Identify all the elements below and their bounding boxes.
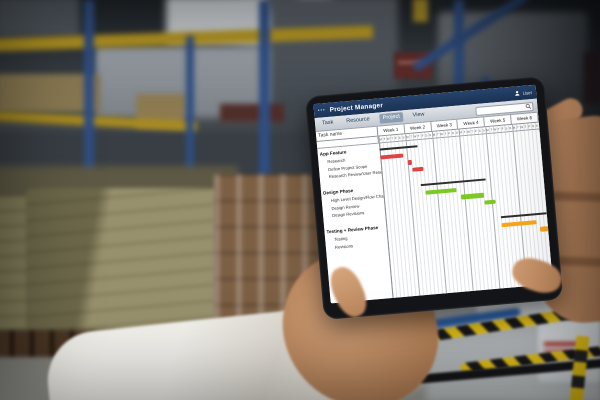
ribbon-toolbar: Task Resource Project View bbox=[314, 98, 538, 133]
day-letter-cell: S bbox=[535, 123, 539, 128]
task-bar[interactable] bbox=[411, 166, 424, 173]
cardboard-on-rack bbox=[0, 74, 100, 112]
user-label[interactable]: User bbox=[522, 89, 533, 96]
task-bar[interactable] bbox=[484, 199, 496, 205]
rack-post-blue bbox=[186, 36, 194, 196]
tablet-device: ••• Project Manager User Task Resource Pro… bbox=[304, 75, 564, 321]
rack-post-blue bbox=[84, 0, 94, 205]
tab-task[interactable]: Task bbox=[321, 119, 334, 127]
rack-beam-yellow bbox=[413, 0, 428, 22]
task-bar[interactable] bbox=[540, 226, 549, 232]
box-stack-center bbox=[26, 188, 216, 340]
tab-project[interactable]: Project bbox=[379, 112, 404, 124]
tablet-screen: ••• Project Manager User Task Resource Pro… bbox=[313, 84, 553, 304]
rack-post-blue bbox=[259, 0, 270, 228]
tab-resource[interactable]: Resource bbox=[346, 116, 370, 125]
search-input[interactable] bbox=[476, 103, 526, 115]
shelf-goods bbox=[0, 0, 80, 38]
tab-view[interactable]: View bbox=[412, 111, 425, 119]
ellipsis-icon[interactable]: ••• bbox=[317, 106, 326, 113]
search-box[interactable] bbox=[475, 101, 534, 116]
gantt-rows: App Feature Research Define Project Scope R… bbox=[317, 132, 549, 252]
search-icon[interactable] bbox=[525, 103, 532, 110]
task-bar[interactable] bbox=[407, 160, 412, 165]
user-icon[interactable] bbox=[514, 90, 521, 97]
app-titlebar: ••• Project Manager User bbox=[313, 84, 537, 119]
app-title: Project Manager bbox=[329, 101, 384, 114]
pallet-crate bbox=[220, 104, 284, 122]
